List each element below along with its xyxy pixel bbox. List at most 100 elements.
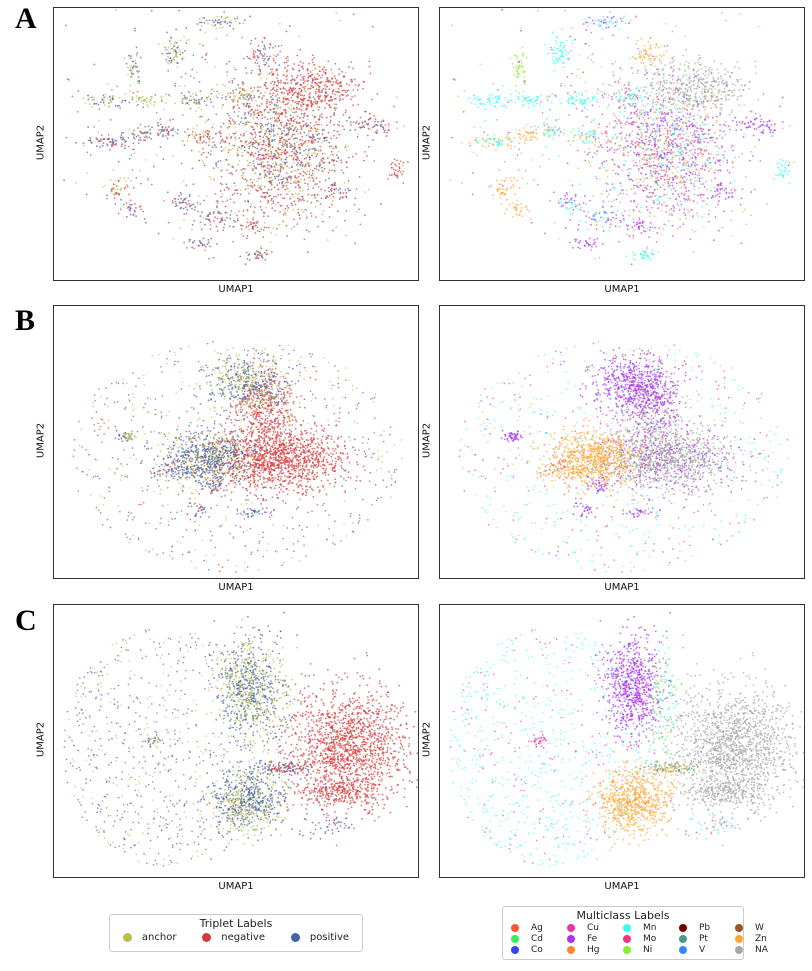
data-point (717, 200, 720, 202)
data-point (240, 228, 243, 231)
data-point (235, 88, 237, 91)
data-point (277, 169, 279, 172)
data-point (274, 89, 276, 92)
data-point (691, 104, 694, 107)
data-point (222, 122, 225, 125)
data-point (691, 152, 694, 155)
data-point (284, 88, 286, 90)
data-point (612, 211, 615, 214)
data-point (137, 82, 139, 84)
data-point (401, 173, 403, 176)
data-point (619, 111, 622, 113)
data-point (737, 95, 740, 98)
data-point (304, 90, 307, 93)
data-point (132, 136, 135, 139)
data-point (734, 156, 736, 159)
data-point (299, 138, 302, 141)
data-point (308, 93, 311, 96)
data-point (670, 134, 673, 136)
data-point (617, 81, 620, 84)
data-point (245, 251, 248, 254)
data-point (337, 88, 340, 90)
data-point (204, 31, 207, 34)
data-point (148, 136, 151, 139)
data-point (277, 179, 280, 181)
data-point (335, 11, 338, 14)
data-point (670, 212, 672, 214)
data-point (562, 66, 565, 69)
data-point (726, 169, 729, 172)
data-point (646, 195, 648, 198)
data-point (288, 99, 290, 102)
data-point (226, 136, 228, 139)
data-point (687, 154, 690, 157)
data-point (285, 214, 287, 217)
data-point (276, 93, 279, 96)
data-point (590, 58, 593, 61)
data-point (270, 184, 273, 187)
data-point (206, 133, 209, 136)
data-point (290, 170, 293, 173)
data-point (320, 159, 323, 161)
data-point (269, 108, 271, 111)
data-point (224, 211, 227, 214)
data-point (630, 200, 632, 203)
data-point (664, 99, 667, 102)
data-point (646, 162, 649, 164)
data-point (321, 213, 324, 216)
data-point (715, 106, 718, 109)
data-point (317, 94, 320, 97)
data-point (702, 183, 704, 185)
data-point (99, 146, 101, 148)
data-point (578, 127, 581, 130)
data-point (277, 117, 280, 120)
data-point (657, 102, 659, 104)
data-point (626, 168, 629, 171)
data-point (242, 178, 245, 181)
data-point (276, 72, 279, 75)
data-point (302, 120, 304, 123)
data-point (608, 140, 611, 143)
data-point (645, 127, 648, 130)
data-point (249, 185, 251, 187)
data-point (713, 171, 716, 174)
data-point (186, 203, 188, 206)
data-point (113, 193, 115, 196)
data-point (721, 90, 723, 93)
data-point (266, 199, 269, 202)
data-point (282, 97, 285, 99)
data-point (199, 242, 202, 245)
data-point (260, 254, 263, 257)
data-point (131, 66, 134, 69)
data-point (256, 109, 259, 112)
data-point (750, 150, 753, 153)
data-point (648, 215, 651, 218)
data-point (738, 89, 741, 91)
data-point (543, 43, 546, 46)
data-point (648, 191, 651, 194)
data-point (638, 89, 641, 92)
data-point (302, 77, 305, 80)
data-point (694, 151, 696, 154)
data-point (130, 75, 133, 78)
data-point (112, 94, 115, 97)
data-point (310, 201, 313, 204)
data-point (621, 169, 624, 172)
data-point (707, 220, 710, 223)
data-point (311, 139, 313, 142)
data-point (645, 135, 648, 138)
data-point (363, 126, 366, 129)
data-point (269, 68, 272, 71)
data-point (706, 197, 709, 200)
data-point (649, 147, 652, 150)
data-point (700, 67, 703, 70)
data-point (695, 136, 698, 139)
cluster-6 (82, 90, 157, 110)
data-point (650, 206, 653, 209)
data-point (728, 93, 730, 96)
data-point (697, 148, 700, 150)
data-point (710, 97, 713, 100)
data-point (666, 112, 669, 115)
data-point (704, 97, 706, 100)
data-point (677, 145, 680, 148)
